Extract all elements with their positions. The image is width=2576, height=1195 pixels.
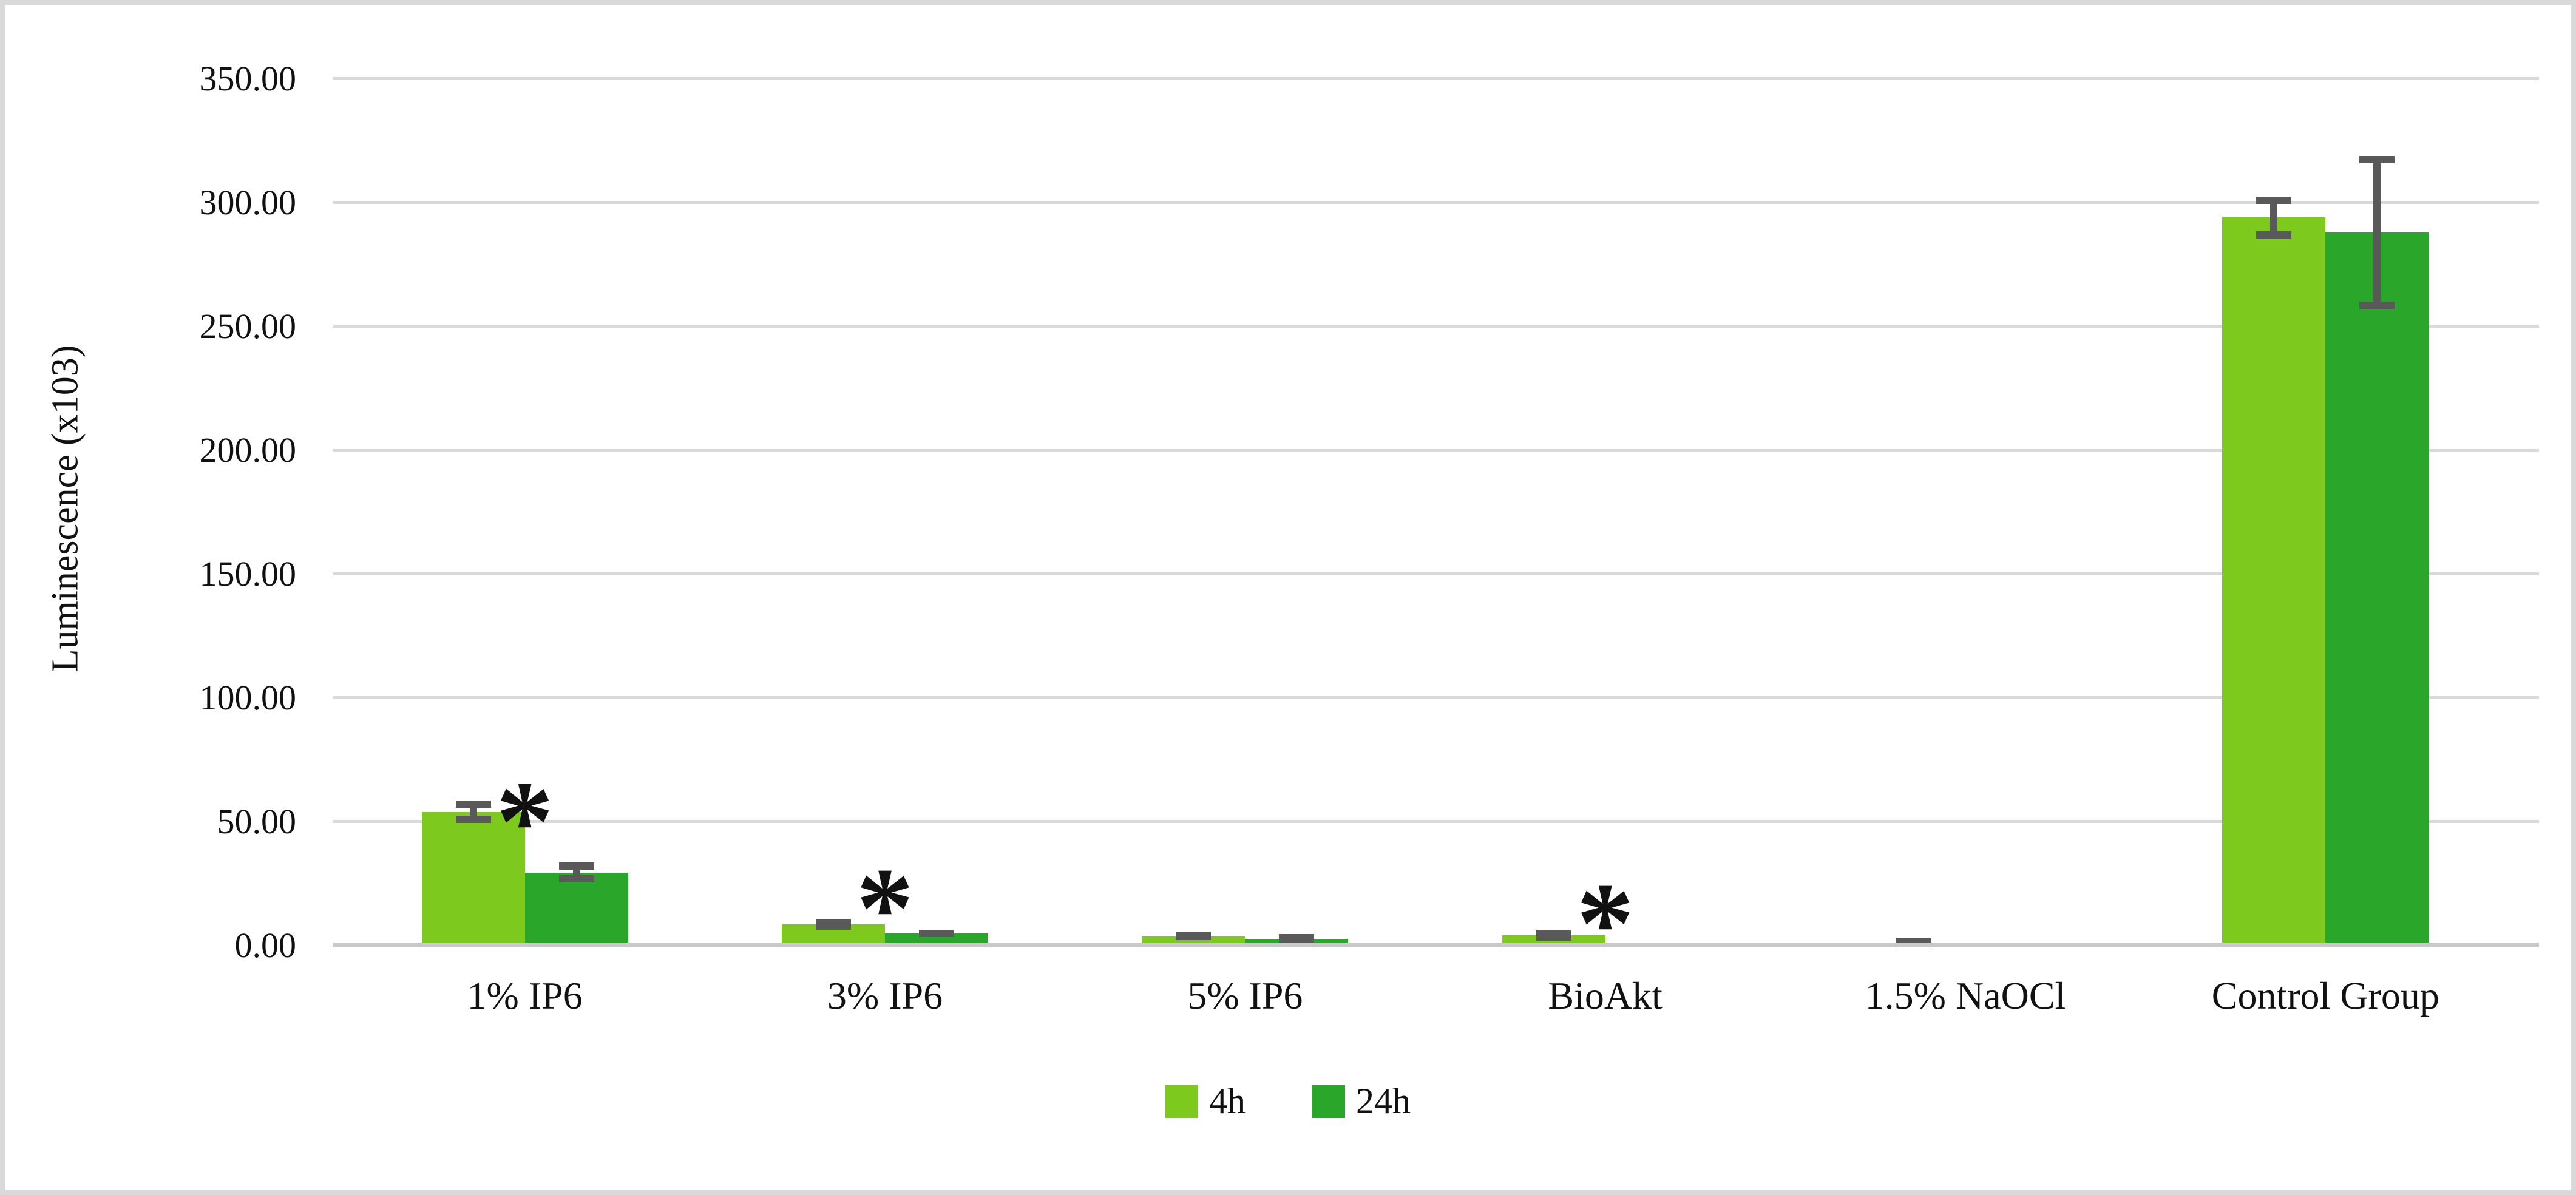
error-stem xyxy=(2270,196,2278,239)
bar-group-1-5-naocl xyxy=(1785,79,2145,948)
x-category-label-control-group: Control Group xyxy=(2211,974,2439,1017)
gridline-200.00 xyxy=(333,449,2539,452)
y-tick-label-100.00: 100.00 xyxy=(199,678,297,717)
error-cap-bottom xyxy=(455,816,491,824)
y-tick-label-0.00: 0.00 xyxy=(234,926,297,965)
y-axis-title: Luminescence (x103) xyxy=(44,345,86,672)
bar-group-control-group xyxy=(2146,79,2506,946)
legend-item-24h: 24h xyxy=(1312,1080,1411,1122)
y-tick-label-300.00: 300.00 xyxy=(199,183,297,222)
error-cap-bottom xyxy=(1279,934,1315,942)
error-bar-4h-5-ip6 xyxy=(1176,932,1212,941)
legend-item-4h: 4h xyxy=(1165,1080,1246,1122)
legend: 4h 24h xyxy=(5,1080,2571,1122)
error-bar-24h-control-group xyxy=(2359,155,2395,310)
gridline-100.00 xyxy=(333,696,2539,699)
bar-4h-1-ip6 xyxy=(421,811,525,946)
legend-label-24h: 24h xyxy=(1356,1081,1411,1121)
error-cap-bottom xyxy=(918,929,954,937)
y-tick-label-250.00: 250.00 xyxy=(199,306,297,346)
bar-pair-1-5-naocl xyxy=(1862,79,2069,948)
legend-label-4h: 4h xyxy=(1209,1081,1246,1121)
bar-group-5-ip6 xyxy=(1065,79,1425,946)
bar-pair-control-group xyxy=(2222,79,2429,946)
bar-24h-control-group xyxy=(2325,232,2429,946)
error-cap-bottom xyxy=(815,922,851,930)
bar-pair-3-ip6 xyxy=(781,79,988,946)
error-bar-24h-5-ip6 xyxy=(1279,934,1315,944)
error-bar-4h-bioakt xyxy=(1536,929,1571,941)
y-tick-label-150.00: 150.00 xyxy=(199,554,297,594)
gridline-300.00 xyxy=(333,201,2539,204)
gridline-250.00 xyxy=(333,325,2539,328)
gridline-150.00 xyxy=(333,572,2539,575)
x-category-label-3-ip6: 3% IP6 xyxy=(827,974,943,1017)
error-cap-bottom xyxy=(1536,933,1571,941)
x-category-label-5-ip6: 5% IP6 xyxy=(1187,974,1303,1017)
bar-pair-1-ip6 xyxy=(421,79,628,946)
error-cap-bottom xyxy=(2359,302,2395,310)
error-cap-bottom xyxy=(1176,932,1212,939)
bar-24h-1-ip6 xyxy=(524,872,628,946)
error-stem xyxy=(2373,155,2381,310)
legend-swatch-24h xyxy=(1312,1085,1345,1118)
bar-pair-bioakt xyxy=(1502,79,1709,946)
y-tick-label-200.00: 200.00 xyxy=(199,430,297,470)
y-tick-label-350.00: 350.00 xyxy=(199,59,297,98)
plot-area: * * * xyxy=(333,77,2539,981)
x-axis-category-labels: 1% IP6 3% IP6 5% IP6 BioAkt 1.5% NaOCl Contro… xyxy=(345,974,2506,1017)
error-bar-24h-1-ip6 xyxy=(558,862,594,882)
bar-group-bioakt: * xyxy=(1425,79,1785,981)
error-bar-4h-control-group xyxy=(2256,196,2292,239)
x-category-label-1-5-naocl: 1.5% NaOCl xyxy=(1865,974,2066,1017)
bar-group-3-ip6: * xyxy=(705,79,1065,966)
x-category-label-bioakt: BioAkt xyxy=(1548,974,1663,1017)
bar-pair-5-ip6 xyxy=(1142,79,1349,946)
x-category-label-1-ip6: 1% IP6 xyxy=(467,974,583,1017)
error-bar-24h-3-ip6 xyxy=(918,929,954,937)
error-bar-4h-1-ip6 xyxy=(455,801,491,824)
y-tick-label-50.00: 50.00 xyxy=(217,802,297,841)
error-bar-4h-3-ip6 xyxy=(815,919,851,930)
bar-24h-3-ip6 xyxy=(884,933,988,946)
gridline-0.00 xyxy=(333,943,2539,947)
error-cap-bottom xyxy=(2256,231,2292,239)
bar-group-1-ip6: * xyxy=(345,79,705,946)
error-cap-bottom xyxy=(558,875,594,882)
gridline-350.00 xyxy=(333,77,2539,80)
gridline-50.00 xyxy=(333,820,2539,823)
bar-4h-control-group xyxy=(2222,217,2326,946)
legend-swatch-4h xyxy=(1165,1085,1198,1118)
